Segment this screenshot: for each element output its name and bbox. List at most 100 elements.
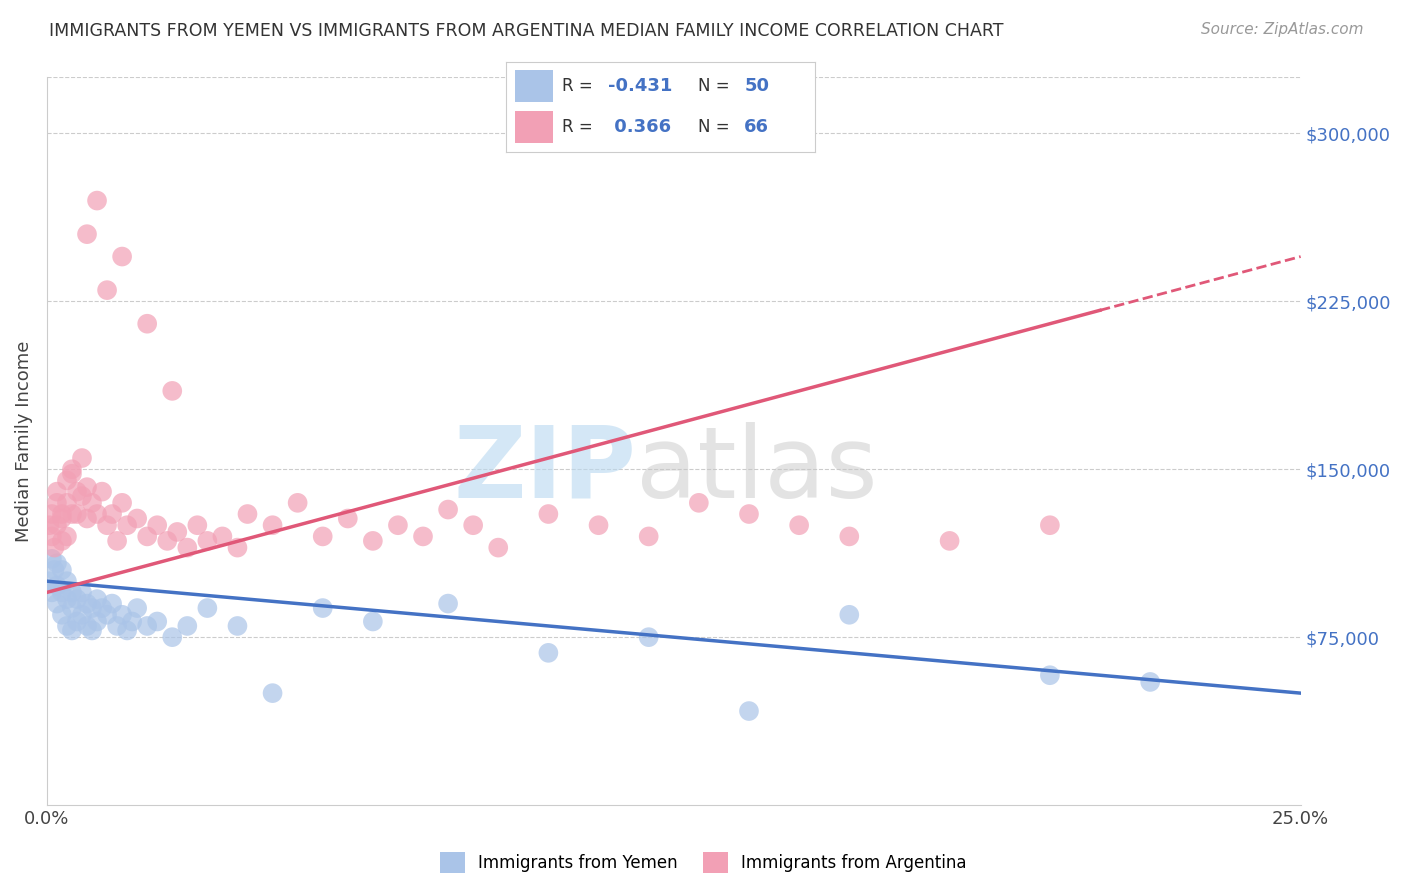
- Point: [111, 496, 134, 510]
- Point: [115, 518, 138, 533]
- Point: [136, 529, 159, 543]
- Point: [70, 451, 93, 466]
- Point: [537, 507, 560, 521]
- Point: [637, 529, 659, 543]
- Point: [361, 615, 384, 629]
- Point: [70, 607, 93, 622]
- Point: [96, 283, 118, 297]
- Point: [162, 630, 184, 644]
- Point: [60, 601, 83, 615]
- Point: [1139, 675, 1161, 690]
- Point: [60, 467, 83, 481]
- Point: [336, 511, 359, 525]
- Point: [111, 607, 134, 622]
- Point: [80, 496, 103, 510]
- Text: R =: R =: [562, 77, 598, 95]
- Point: [38, 574, 60, 589]
- Point: [226, 619, 249, 633]
- Point: [86, 507, 108, 521]
- Point: [412, 529, 434, 543]
- Point: [44, 541, 66, 555]
- Point: [41, 529, 63, 543]
- Point: [738, 507, 761, 521]
- Point: [60, 624, 83, 638]
- Point: [91, 601, 114, 615]
- Point: [56, 496, 79, 510]
- Point: [127, 601, 149, 615]
- Point: [80, 624, 103, 638]
- Point: [38, 518, 60, 533]
- Point: [588, 518, 610, 533]
- Point: [1039, 668, 1062, 682]
- Text: Source: ZipAtlas.com: Source: ZipAtlas.com: [1201, 22, 1364, 37]
- Text: ZIP: ZIP: [453, 422, 636, 519]
- Point: [66, 484, 89, 499]
- Point: [41, 585, 63, 599]
- Point: [176, 541, 198, 555]
- Point: [41, 551, 63, 566]
- Point: [838, 529, 860, 543]
- Point: [437, 502, 460, 516]
- Point: [162, 384, 184, 398]
- Point: [166, 524, 188, 539]
- Point: [45, 556, 67, 570]
- Text: atlas: atlas: [636, 422, 877, 519]
- Point: [176, 619, 198, 633]
- Point: [738, 704, 761, 718]
- Point: [76, 227, 98, 242]
- Point: [1039, 518, 1062, 533]
- Point: [226, 541, 249, 555]
- Point: [236, 507, 259, 521]
- Point: [60, 585, 83, 599]
- Point: [51, 563, 73, 577]
- Bar: [516, 70, 553, 102]
- Point: [463, 518, 485, 533]
- Point: [105, 619, 128, 633]
- Point: [51, 585, 73, 599]
- Point: [195, 601, 218, 615]
- Point: [938, 533, 960, 548]
- Point: [60, 507, 83, 521]
- Point: [51, 511, 73, 525]
- Point: [76, 511, 98, 525]
- Point: [86, 592, 108, 607]
- Text: N =: N =: [697, 77, 735, 95]
- Point: [136, 619, 159, 633]
- Point: [86, 194, 108, 208]
- Point: [387, 518, 409, 533]
- Point: [637, 630, 659, 644]
- Point: [537, 646, 560, 660]
- Text: 0.366: 0.366: [609, 118, 671, 136]
- Point: [56, 574, 79, 589]
- Point: [45, 518, 67, 533]
- Point: [66, 615, 89, 629]
- Point: [56, 474, 79, 488]
- Text: N =: N =: [697, 118, 735, 136]
- Point: [186, 518, 208, 533]
- Point: [136, 317, 159, 331]
- Point: [66, 507, 89, 521]
- Text: 66: 66: [744, 118, 769, 136]
- Point: [105, 533, 128, 548]
- Point: [486, 541, 509, 555]
- Point: [91, 484, 114, 499]
- Bar: [516, 111, 553, 143]
- Point: [287, 496, 309, 510]
- Point: [76, 597, 98, 611]
- Point: [96, 518, 118, 533]
- Point: [45, 579, 67, 593]
- Point: [101, 597, 124, 611]
- Point: [101, 507, 124, 521]
- Point: [121, 615, 143, 629]
- Point: [44, 563, 66, 577]
- Point: [96, 607, 118, 622]
- Point: [76, 480, 98, 494]
- Point: [70, 489, 93, 503]
- Point: [115, 624, 138, 638]
- Point: [111, 250, 134, 264]
- Legend: Immigrants from Yemen, Immigrants from Argentina: Immigrants from Yemen, Immigrants from A…: [433, 846, 973, 880]
- Point: [312, 601, 335, 615]
- Point: [60, 462, 83, 476]
- Point: [146, 518, 169, 533]
- Point: [262, 686, 284, 700]
